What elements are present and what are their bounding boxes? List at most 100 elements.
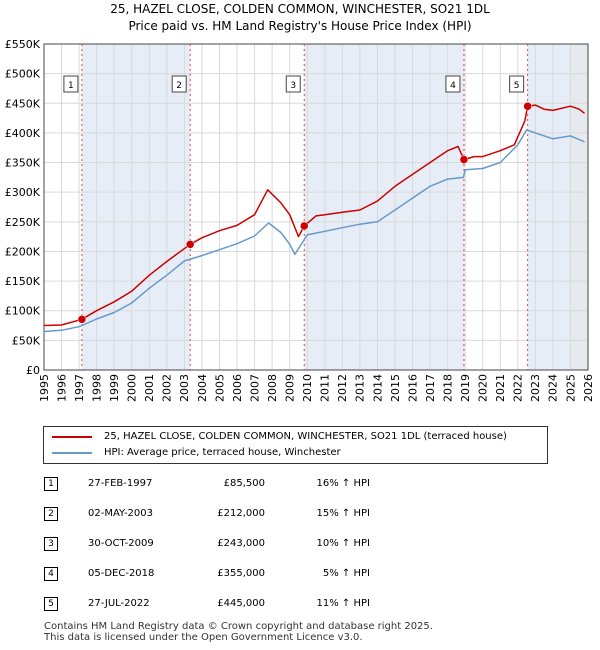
y-tick-label: £500K bbox=[5, 68, 41, 81]
x-tick-label: 2010 bbox=[301, 374, 314, 402]
y-tick-label: £50K bbox=[12, 334, 41, 347]
transaction-date: 27-JUL-2022 bbox=[88, 598, 150, 609]
x-tick-label: 2011 bbox=[319, 374, 332, 402]
x-tick-label: 2024 bbox=[547, 374, 560, 402]
x-tick-label: 2017 bbox=[424, 374, 437, 402]
legend: 25, HAZEL CLOSE, COLDEN COMMON, WINCHEST… bbox=[43, 426, 548, 464]
transaction-date: 27-FEB-1997 bbox=[88, 478, 153, 489]
shaded-period-band bbox=[81, 44, 191, 370]
footer-copyright: Contains HM Land Registry data © Crown c… bbox=[44, 621, 433, 632]
sale-point bbox=[77, 315, 87, 324]
price-chart: £0 £50K £100K £150K £200K £250K £300K £350K £400… bbox=[5, 38, 595, 402]
transaction-hpi: 11% ↑ HPI bbox=[316, 598, 370, 609]
transaction-price: £212,000 bbox=[217, 508, 265, 519]
y-tick-label: £250K bbox=[5, 216, 41, 229]
transaction-label-box bbox=[63, 75, 79, 93]
footer-licence: This data is licensed under the Open Gov… bbox=[44, 632, 363, 643]
transaction-label: 5 bbox=[514, 81, 520, 91]
transaction-row: 1 27-FEB-1997 £85,500 16% ↑ HPI bbox=[0, 475, 600, 495]
y-tick-label: £550K bbox=[5, 38, 41, 51]
x-tick-label: 2012 bbox=[336, 374, 349, 402]
sale-point bbox=[299, 221, 309, 231]
x-tick-label: 2008 bbox=[266, 374, 279, 402]
transaction-price: £243,000 bbox=[217, 538, 265, 549]
x-tick-label: 2001 bbox=[143, 374, 156, 402]
transaction-row: 4 05-DEC-2018 £355,000 5% ↑ HPI bbox=[0, 565, 600, 585]
transaction-number: 1 bbox=[44, 477, 58, 491]
transaction-price: £85,500 bbox=[223, 478, 265, 489]
x-tick-label: 2006 bbox=[231, 374, 244, 402]
x-tick-label: 2014 bbox=[371, 374, 384, 402]
chart-subtitle: Price paid vs. HM Land Registry's House … bbox=[128, 19, 472, 33]
y-tick-label: £450K bbox=[5, 97, 41, 110]
x-tick-label: 2021 bbox=[494, 374, 507, 402]
x-tick-label: 2007 bbox=[248, 374, 261, 402]
x-tick-label: 2018 bbox=[441, 374, 454, 402]
x-tick-label: 2023 bbox=[529, 374, 542, 402]
x-tick-label: 1997 bbox=[73, 374, 86, 402]
x-tick-label: 2022 bbox=[512, 374, 525, 402]
y-tick-label: £200K bbox=[5, 245, 41, 258]
y-tick-label: £350K bbox=[5, 157, 41, 170]
transaction-hpi: 16% ↑ HPI bbox=[316, 478, 370, 489]
legend-item-hpi: HPI: Average price, terraced house, Winc… bbox=[52, 445, 542, 461]
x-tick-label: 1996 bbox=[55, 374, 68, 402]
transaction-price: £445,000 bbox=[217, 598, 265, 609]
future-period-band bbox=[570, 44, 588, 370]
x-tick-label: 2013 bbox=[354, 374, 367, 402]
y-tick-label: £400K bbox=[5, 127, 41, 140]
legend-label-hpi: HPI: Average price, terraced house, Winc… bbox=[104, 447, 341, 458]
transaction-number: 5 bbox=[44, 597, 58, 611]
x-tick-label: 1999 bbox=[108, 374, 121, 402]
transaction-label-box bbox=[285, 75, 301, 93]
x-tick-label: 2005 bbox=[213, 374, 226, 402]
x-tick-label: 2026 bbox=[582, 374, 595, 402]
transaction-label: 2 bbox=[176, 81, 182, 91]
transaction-label: 1 bbox=[68, 81, 74, 91]
transaction-label-box bbox=[171, 75, 187, 93]
sale-point bbox=[523, 101, 532, 111]
transaction-hpi: 10% ↑ HPI bbox=[316, 538, 370, 549]
y-tick-label: £150K bbox=[5, 275, 41, 288]
transaction-date: 02-MAY-2003 bbox=[88, 508, 154, 519]
legend-swatch-property bbox=[52, 436, 92, 438]
x-tick-label: 2025 bbox=[564, 374, 577, 402]
x-tick-label: 2002 bbox=[161, 374, 174, 402]
x-tick-label: 2019 bbox=[459, 374, 472, 402]
plot-frame bbox=[43, 43, 589, 371]
legend-swatch-hpi bbox=[52, 452, 92, 454]
transaction-date: 05-DEC-2018 bbox=[88, 568, 155, 579]
x-tick-label: 1998 bbox=[90, 374, 103, 402]
x-tick-label: 2009 bbox=[284, 374, 297, 402]
transaction-number: 3 bbox=[44, 537, 58, 551]
y-tick-label: £100K bbox=[5, 305, 41, 318]
legend-label-property: 25, HAZEL CLOSE, COLDEN COMMON, WINCHEST… bbox=[104, 431, 507, 442]
transaction-row: 2 02-MAY-2003 £212,000 15% ↑ HPI bbox=[0, 505, 600, 525]
transaction-price: £355,000 bbox=[217, 568, 265, 579]
transaction-hpi: 5% ↑ HPI bbox=[322, 568, 370, 579]
transaction-label-box bbox=[445, 75, 461, 93]
x-tick-label: 1995 bbox=[38, 374, 51, 402]
y-tick-label: £300K bbox=[5, 186, 41, 199]
transaction-hpi: 15% ↑ HPI bbox=[316, 508, 370, 519]
hpi-line bbox=[43, 129, 585, 333]
transaction-number: 2 bbox=[44, 507, 58, 521]
transaction-row: 5 27-JUL-2022 £445,000 11% ↑ HPI bbox=[0, 595, 600, 615]
chart-title: 25, HAZEL CLOSE, COLDEN COMMON, WINCHEST… bbox=[110, 2, 490, 16]
x-tick-label: 2003 bbox=[178, 374, 191, 402]
sale-point bbox=[459, 155, 469, 164]
transaction-row: 3 30-OCT-2009 £243,000 10% ↑ HPI bbox=[0, 535, 600, 555]
transaction-label: 3 bbox=[290, 81, 296, 91]
transaction-date: 30-OCT-2009 bbox=[88, 538, 154, 549]
transaction-number: 4 bbox=[44, 567, 58, 581]
transaction-label-box bbox=[509, 75, 525, 93]
shaded-period-band bbox=[304, 44, 464, 370]
property-price-line bbox=[43, 104, 585, 327]
x-tick-label: 2004 bbox=[196, 374, 209, 402]
sale-point bbox=[185, 240, 195, 249]
x-tick-label: 2016 bbox=[406, 374, 419, 402]
legend-item-property: 25, HAZEL CLOSE, COLDEN COMMON, WINCHEST… bbox=[52, 429, 542, 445]
transaction-label: 4 bbox=[450, 81, 456, 91]
x-tick-label: 2015 bbox=[389, 374, 402, 402]
y-tick-label: £0 bbox=[26, 364, 40, 377]
